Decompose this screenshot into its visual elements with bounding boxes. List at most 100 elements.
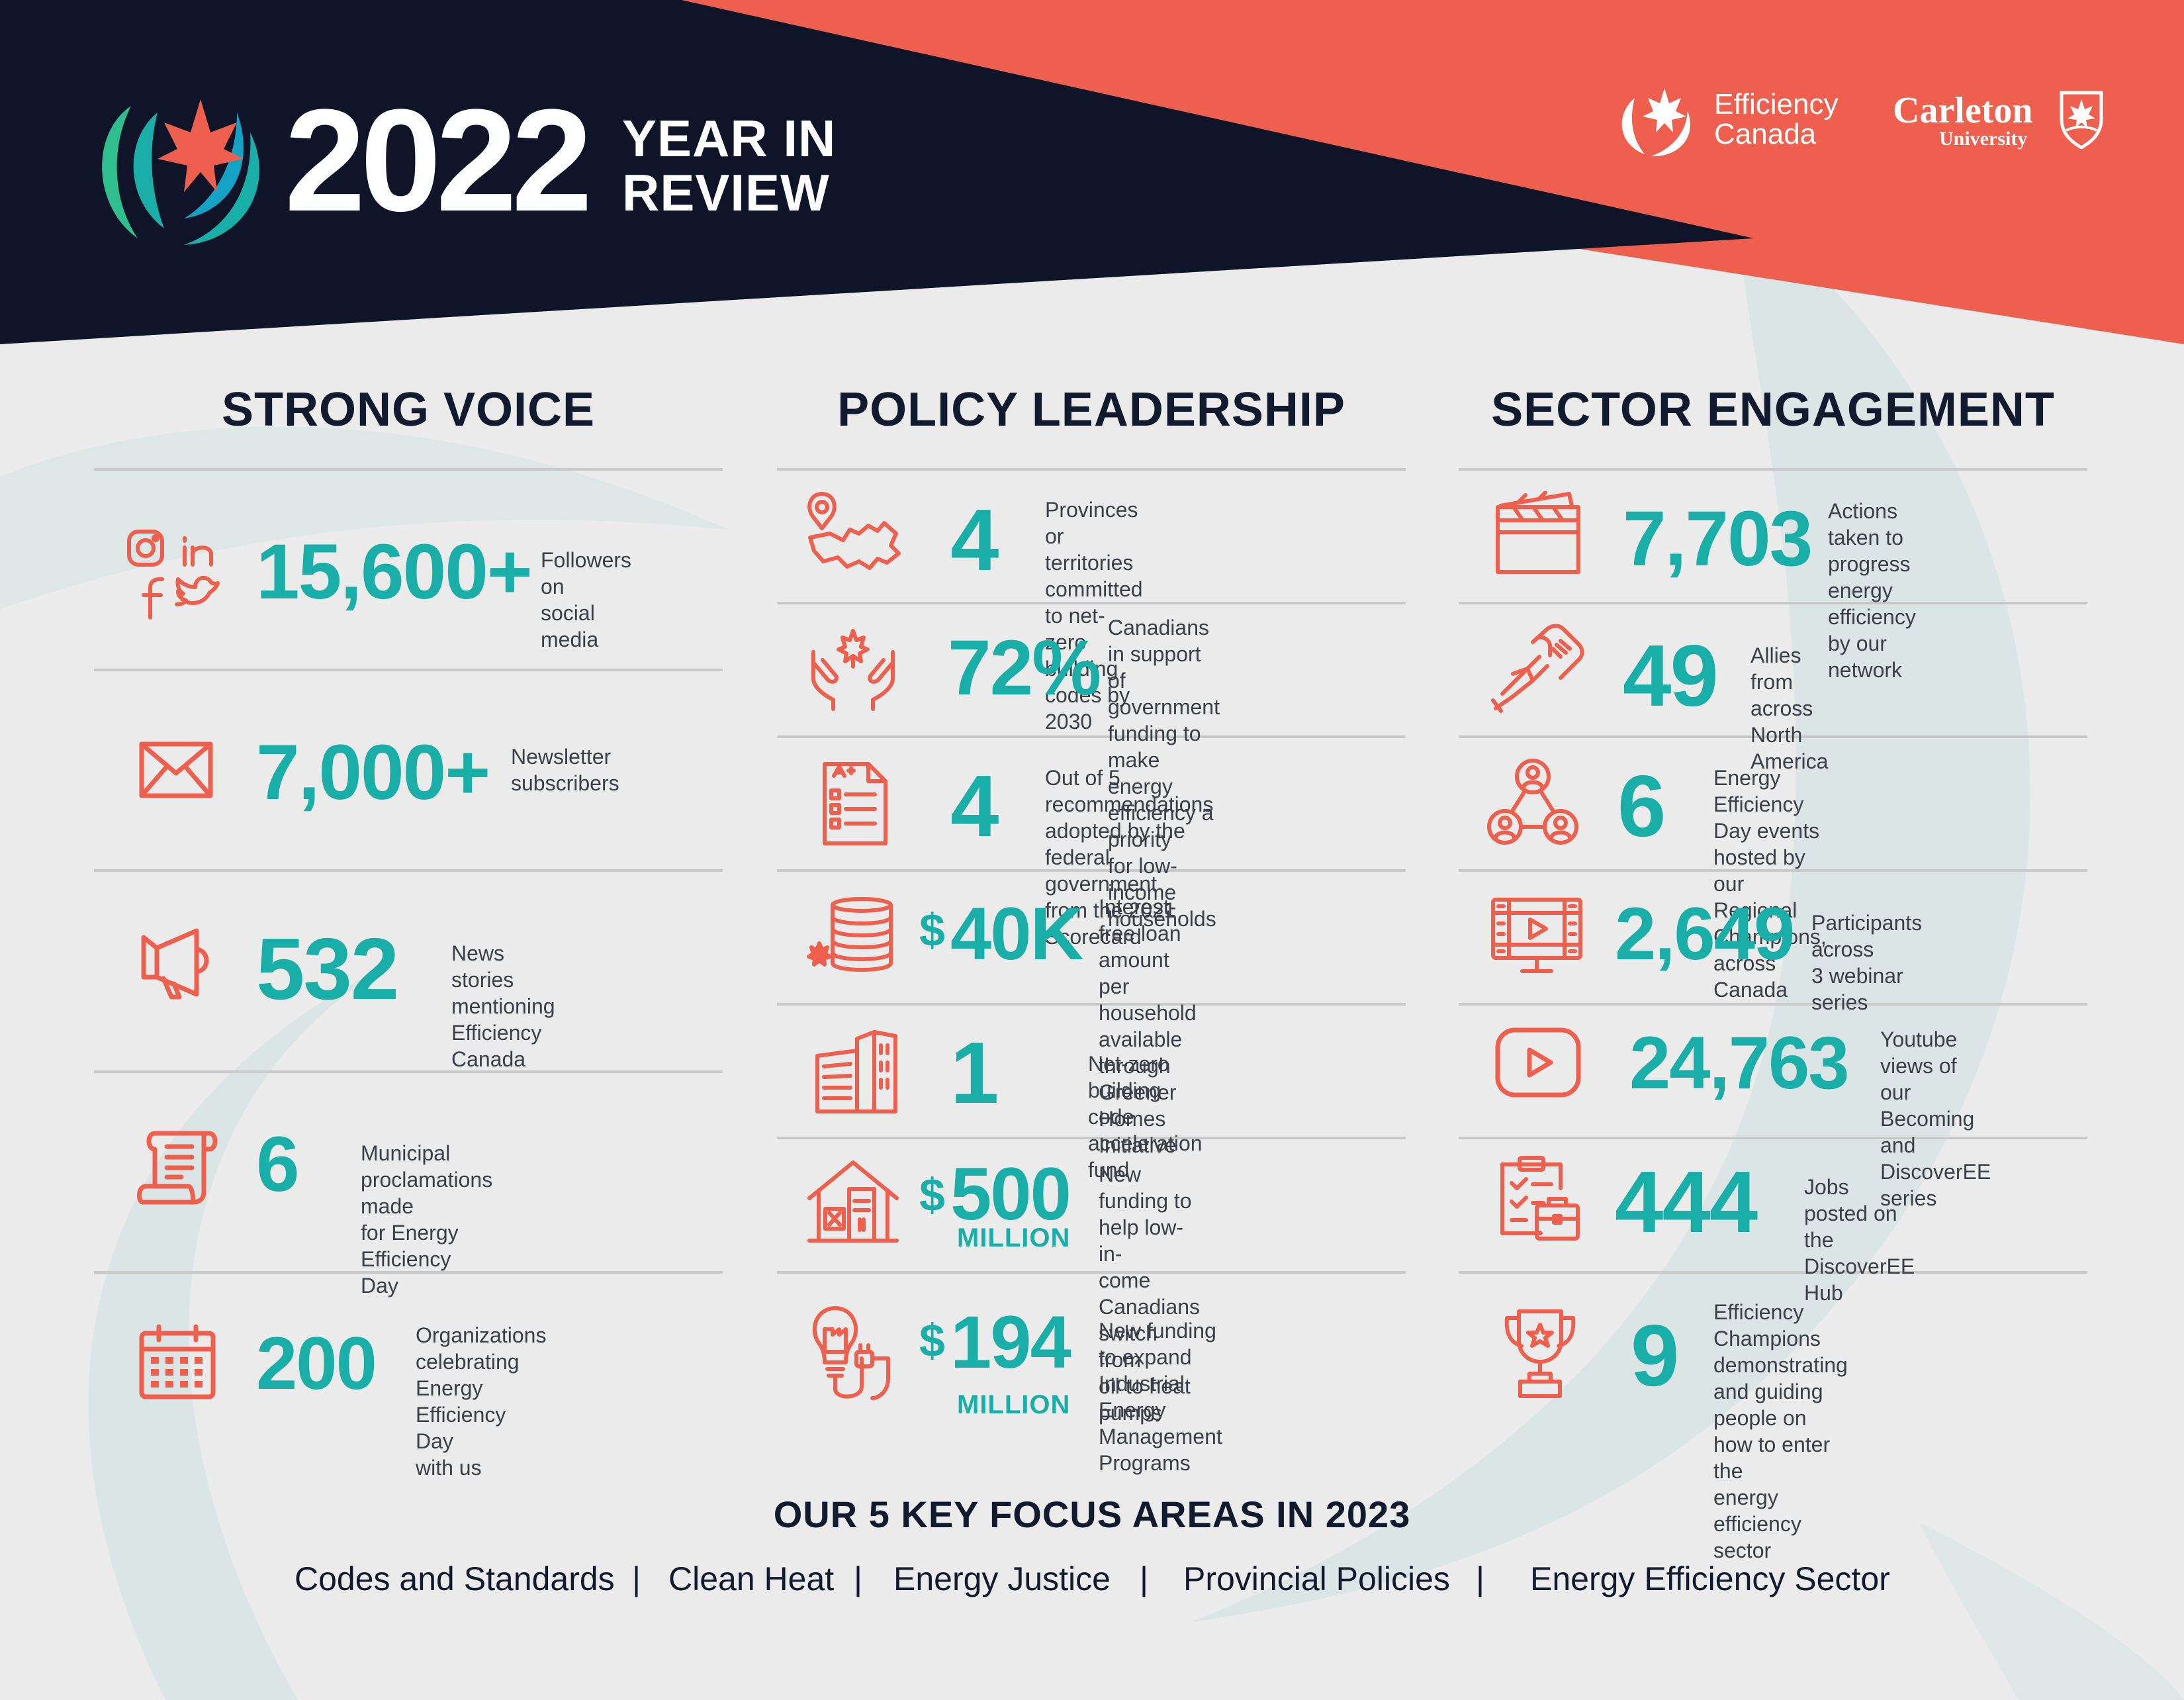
strong-voice-heading: STRONG VOICE: [221, 383, 596, 436]
divider: [1459, 1271, 2087, 1274]
stat-description: Interest-free loan amount per household …: [1099, 895, 1197, 1157]
youtube-icon: [1495, 1027, 1581, 1098]
job-board-icon: [1500, 1156, 1580, 1241]
stat-description: Jobs posted on the DiscoverEE Hub: [1804, 1175, 1915, 1305]
handshake-icon: [1491, 624, 1584, 713]
stat-number: 6: [256, 1121, 300, 1208]
stat-number: 72%: [948, 624, 1101, 712]
divider: [1459, 869, 2087, 872]
focus-item-energy-justice: Energy Justice: [893, 1560, 1111, 1597]
stat-number: 24,763: [1629, 1021, 1850, 1104]
stat-description: Energy Efficiency Day events hosted by o…: [1713, 766, 1827, 1002]
focus-separator: |: [854, 1560, 862, 1597]
efficiency-canada-partner-logo: Efficiency Canada: [1615, 85, 1853, 158]
divider: [1459, 602, 2087, 604]
stat-number: 9: [1631, 1307, 1679, 1404]
stat-number: 15,600+: [256, 528, 533, 616]
stat-unit: MILLION: [957, 1223, 1071, 1252]
stat-description: Followers on social media: [541, 548, 631, 651]
stat-number: 4: [950, 491, 999, 589]
clapperboard-icon: [1496, 491, 1580, 574]
divider: [777, 1137, 1406, 1139]
stat-number: 49: [1623, 627, 1719, 724]
header-year: 2022: [285, 79, 592, 242]
envelope-icon: [139, 741, 213, 798]
stat-number: 532: [256, 920, 399, 1017]
canada-map-icon: [807, 492, 901, 570]
stat-number: 7,000+: [256, 729, 490, 816]
scroll-icon: [137, 1131, 218, 1205]
focus-item-energy-efficiency-sector: Energy Efficiency Sector: [1530, 1560, 1890, 1597]
efficiency-canada-logo-icon: [102, 99, 259, 245]
header-title-line2: REVIEW: [622, 164, 830, 222]
stat-prefix: $: [919, 1315, 945, 1366]
stat-description: New funding to expand Industrial Energy …: [1099, 1319, 1222, 1475]
stat-description: Allies from across North America: [1751, 643, 1829, 773]
focus-item-codes: Codes and Standards: [295, 1560, 615, 1597]
stat-description: Actions taken to progress energy efficie…: [1828, 499, 1916, 682]
divider: [94, 669, 723, 671]
stat-number: 7,703: [1623, 495, 1813, 583]
stat-description: News stories mentioning Efficiency Canad…: [451, 941, 555, 1071]
stat-description: Provinces or territories committed to ne…: [1045, 498, 1143, 733]
coins-icon: [807, 897, 893, 972]
divider: [777, 602, 1406, 604]
industry-plug-icon: [812, 1306, 890, 1400]
stat-number: 444: [1615, 1153, 1758, 1251]
carleton-crest-icon: [2060, 91, 2103, 149]
header-title-line1: YEAR IN: [622, 109, 837, 167]
stat-description: Canadians in support of government fundi…: [1108, 616, 1220, 931]
partner1-line1: Efficiency: [1714, 88, 1839, 120]
stat-number: 4: [950, 757, 999, 855]
stat-description: New funding to help low-in- come Canadia…: [1099, 1162, 1200, 1425]
stat-description: Net-zero building code acceleration fund: [1088, 1052, 1203, 1182]
carleton-university-partner-logo: Carleton University: [1893, 89, 2105, 156]
focus-separator: |: [632, 1560, 641, 1597]
stat-number: 2,649: [1615, 892, 1795, 975]
divider: [94, 1271, 723, 1274]
divider: [1459, 1137, 2087, 1139]
divider: [777, 735, 1406, 738]
efficiency-canada-mark-icon: [1621, 88, 1690, 157]
stat-number: 500: [950, 1153, 1071, 1235]
stat-description: Organizations celebrating Energy Efficie…: [416, 1323, 547, 1480]
divider: [1459, 1003, 2087, 1006]
stat-description: Newsletter subscribers: [511, 745, 619, 795]
calendar-icon: [139, 1324, 216, 1399]
stat-description: Out of 5 recommendations adopted by the …: [1045, 766, 1214, 949]
stat-description: Youtube views of our Becoming and Discov…: [1880, 1027, 1991, 1210]
divider: [94, 1070, 723, 1073]
stat-description: Municipal proclamations made for Energy …: [361, 1141, 493, 1298]
focus-separator: |: [1140, 1560, 1148, 1597]
hands-maple-icon: [811, 629, 895, 711]
focus-areas-title: OUR 5 KEY FOCUS AREAS IN 2023: [773, 1493, 1411, 1535]
heat-pump-house-icon: [807, 1160, 899, 1243]
stat-number: 200: [256, 1322, 377, 1405]
header-title: YEAR IN REVIEW: [622, 113, 836, 221]
social-media-icon: [127, 530, 220, 620]
stat-number: 6: [1617, 757, 1666, 855]
building-icon: [815, 1030, 897, 1113]
stat-unit: MILLION: [957, 1390, 1071, 1419]
sector-engagement-heading: SECTOR ENGAGEMENT: [1491, 383, 2055, 436]
focus-item-clean-heat: Clean Heat: [668, 1560, 835, 1597]
network-people-icon: [1487, 759, 1578, 845]
focus-separator: |: [1476, 1560, 1484, 1597]
focus-item-provincial-policies: Provincial Policies: [1183, 1560, 1450, 1597]
webinar-monitor-icon: [1491, 898, 1582, 973]
divider: [94, 869, 723, 872]
partner1-line2: Canada: [1714, 117, 1817, 150]
partner2-sub: University: [1939, 128, 2028, 150]
stat-prefix: $: [919, 904, 945, 956]
divider: [94, 468, 723, 471]
stat-prefix: $: [919, 1169, 945, 1221]
divider: [777, 1271, 1406, 1274]
stat-description: Participants across 3 webinar series: [1811, 911, 1923, 1014]
divider: [777, 1003, 1406, 1006]
stat-description: Efficiency Champions demonstrating and g…: [1713, 1300, 1848, 1562]
stat-number: 40K: [950, 892, 1083, 975]
stat-number: 1: [950, 1024, 999, 1121]
divider: [777, 468, 1406, 471]
divider: [1459, 735, 2087, 738]
